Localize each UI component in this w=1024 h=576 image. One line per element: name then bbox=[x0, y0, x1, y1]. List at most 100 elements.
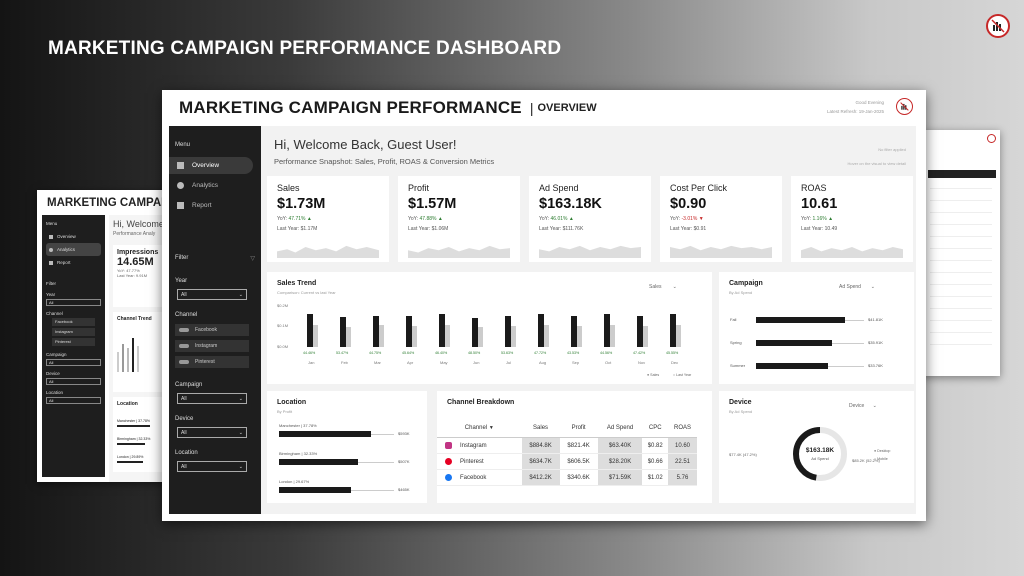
trend-data-label: 44.75% bbox=[369, 351, 382, 355]
device-select[interactable]: All ⌄ bbox=[177, 427, 247, 438]
trend-data-label: 53.47% bbox=[336, 351, 349, 355]
preview-device-select[interactable]: All bbox=[46, 378, 101, 385]
preview-location-select[interactable]: All bbox=[46, 397, 101, 404]
preview-year-select[interactable]: All bbox=[46, 299, 101, 306]
arrow-down-icon: ▼ bbox=[698, 216, 704, 222]
trend-bar-last-year[interactable] bbox=[379, 324, 384, 347]
donut-center-label: Ad Spend bbox=[811, 456, 829, 461]
preview-chip-instagram[interactable]: Instagram bbox=[52, 328, 95, 336]
kpi-title: Ad Spend bbox=[539, 183, 579, 193]
trend-bar-last-year[interactable] bbox=[610, 324, 615, 347]
trend-bar-sales[interactable] bbox=[538, 314, 544, 347]
bar-mark[interactable] bbox=[756, 340, 833, 346]
trend-bar-sales[interactable] bbox=[505, 315, 511, 347]
channel-toggle-pinterest[interactable]: Pinterest bbox=[175, 356, 249, 368]
trend-bar-last-year[interactable] bbox=[412, 325, 417, 347]
trend-bar-sales[interactable] bbox=[637, 315, 643, 347]
col-cpc[interactable]: CPC bbox=[642, 419, 668, 438]
kpi-value: $1.57M bbox=[408, 196, 457, 212]
col-profit[interactable]: Profit bbox=[559, 419, 598, 438]
bar-category-label: Manchester | 37.78% bbox=[279, 423, 317, 428]
nav-overview[interactable]: Overview bbox=[169, 157, 253, 174]
trend-bar-sales[interactable] bbox=[340, 316, 346, 347]
trend-bar-last-year[interactable] bbox=[346, 326, 351, 347]
trend-bar-sales[interactable] bbox=[307, 314, 313, 347]
trend-bar-sales[interactable] bbox=[670, 314, 676, 347]
hover-hint: Hover on the visual to view detail bbox=[847, 161, 906, 166]
toggle-icon bbox=[179, 328, 189, 332]
y-tick: $0.1M bbox=[277, 323, 289, 328]
chevron-down-icon: ⌄ bbox=[238, 430, 243, 436]
trend-bar-sales[interactable] bbox=[373, 315, 379, 347]
nav-analytics[interactable]: Analytics bbox=[169, 177, 261, 194]
filter-funnel-icon[interactable]: ▽ bbox=[250, 256, 255, 262]
device-donut[interactable] bbox=[791, 425, 849, 483]
kpi-yoy: YoY: 47.88% ▲ bbox=[408, 216, 443, 222]
preview-nav-overview[interactable]: Overview bbox=[46, 230, 101, 243]
trend-bar-last-year[interactable] bbox=[577, 325, 582, 347]
trend-data-label: 47.42% bbox=[633, 351, 646, 355]
preview-chip-facebook[interactable]: Facebook bbox=[52, 318, 95, 326]
bar-mark[interactable] bbox=[756, 363, 828, 369]
sales-trend-dropdown[interactable]: Sales ⌄ bbox=[649, 284, 677, 290]
campaign-dropdown[interactable]: Ad Spend ⌄ bbox=[839, 284, 875, 290]
bar-mark[interactable] bbox=[279, 487, 352, 493]
grid-icon bbox=[177, 162, 184, 169]
trend-bar-sales[interactable] bbox=[406, 315, 412, 347]
sales-trend-plot[interactable]: 44.46% Jan 53.47% Feb 44.75% Mar 45.64% Apr 46.4… bbox=[267, 272, 712, 384]
col-ad-spend[interactable]: Ad Spend bbox=[597, 419, 643, 438]
kpi-card-profit[interactable]: Profit $1.57M YoY: 47.88% ▲ Last Year: $… bbox=[398, 176, 520, 262]
trend-bar-last-year[interactable] bbox=[478, 326, 483, 347]
bar-mark[interactable] bbox=[756, 317, 845, 323]
trend-month-label: Sep bbox=[572, 360, 580, 365]
arrow-up-icon: ▲ bbox=[306, 216, 312, 222]
kpi-sparkline bbox=[277, 245, 379, 258]
trend-bar-sales[interactable] bbox=[472, 317, 478, 347]
trend-bar-last-year[interactable] bbox=[544, 324, 549, 347]
table-row[interactable]: Pinterest $634.7K $606.5K $28.20K $0.66 … bbox=[437, 453, 697, 471]
year-select[interactable]: All ⌄ bbox=[177, 289, 247, 300]
y-tick: $0.0M bbox=[277, 344, 289, 349]
donut-slice-desktop[interactable] bbox=[793, 427, 847, 481]
channel-toggle-facebook[interactable]: Facebook bbox=[175, 324, 249, 336]
kpi-card-roas[interactable]: ROAS 10.61 YoY: 1.16% ▲ Last Year: 10.49 bbox=[791, 176, 913, 262]
trend-month-label: Oct bbox=[605, 360, 612, 365]
location-select[interactable]: All ⌄ bbox=[177, 461, 247, 472]
trend-month-label: Feb bbox=[341, 360, 348, 365]
chevron-down-icon: ⌄ bbox=[238, 464, 243, 470]
col-channel[interactable]: Channel ▼ bbox=[437, 419, 522, 438]
trend-bar-sales[interactable] bbox=[439, 314, 445, 347]
channel-toggle-instagram[interactable]: Instagram bbox=[175, 340, 249, 352]
channel-label: Channel bbox=[175, 312, 198, 318]
trend-bar-sales[interactable] bbox=[571, 315, 577, 347]
trend-bar-last-year[interactable] bbox=[313, 324, 318, 347]
kpi-yoy: YoY: -3.01% ▼ bbox=[670, 216, 704, 222]
trend-bar-last-year[interactable] bbox=[643, 325, 648, 347]
table-row[interactable]: Instagram $884.8K $821.4K $63.40K $0.82 … bbox=[437, 437, 697, 455]
preview-welcome: Hi, Welcome bbox=[113, 219, 164, 229]
bar-mark[interactable] bbox=[279, 431, 371, 437]
trend-bar-last-year[interactable] bbox=[676, 324, 681, 347]
preview-campaign-select[interactable]: All bbox=[46, 359, 101, 366]
preview-chip-pinterest[interactable]: Pinterest bbox=[52, 338, 95, 346]
device-dropdown[interactable]: Device ⌄ bbox=[849, 403, 877, 409]
preview-nav-report[interactable]: Report bbox=[46, 256, 101, 269]
nav-report[interactable]: Report bbox=[169, 197, 261, 214]
campaign-select[interactable]: All ⌄ bbox=[177, 393, 247, 404]
instagram-icon bbox=[445, 442, 452, 449]
table-row[interactable]: Facebook $412.2K $340.6K $71.59K $1.02 5… bbox=[437, 469, 697, 487]
trend-bar-last-year[interactable] bbox=[445, 324, 450, 347]
trend-data-label: 43.53% bbox=[567, 351, 580, 355]
kpi-card-ad-spend[interactable]: Ad Spend $163.18K YoY: 46.01% ▲ Last Yea… bbox=[529, 176, 651, 262]
col-roas[interactable]: ROAS bbox=[668, 419, 697, 438]
preview-nav-analytics[interactable]: Analytics bbox=[46, 243, 101, 256]
trend-bar-last-year[interactable] bbox=[511, 325, 516, 347]
report-preview-panel bbox=[922, 130, 1000, 376]
trend-bar-sales[interactable] bbox=[604, 314, 610, 347]
latest-refresh: Latest Refresh: 19-Jan-2025 bbox=[826, 109, 884, 114]
bar-mark[interactable] bbox=[279, 459, 358, 465]
kpi-card-sales[interactable]: Sales $1.73M YoY: 47.71% ▲ Last Year: $1… bbox=[267, 176, 389, 262]
col-sales[interactable]: Sales bbox=[521, 419, 560, 438]
kpi-card-cost-per-click[interactable]: Cost Per Click $0.90 YoY: -3.01% ▼ Last … bbox=[660, 176, 782, 262]
trend-month-label: Mar bbox=[374, 360, 381, 365]
